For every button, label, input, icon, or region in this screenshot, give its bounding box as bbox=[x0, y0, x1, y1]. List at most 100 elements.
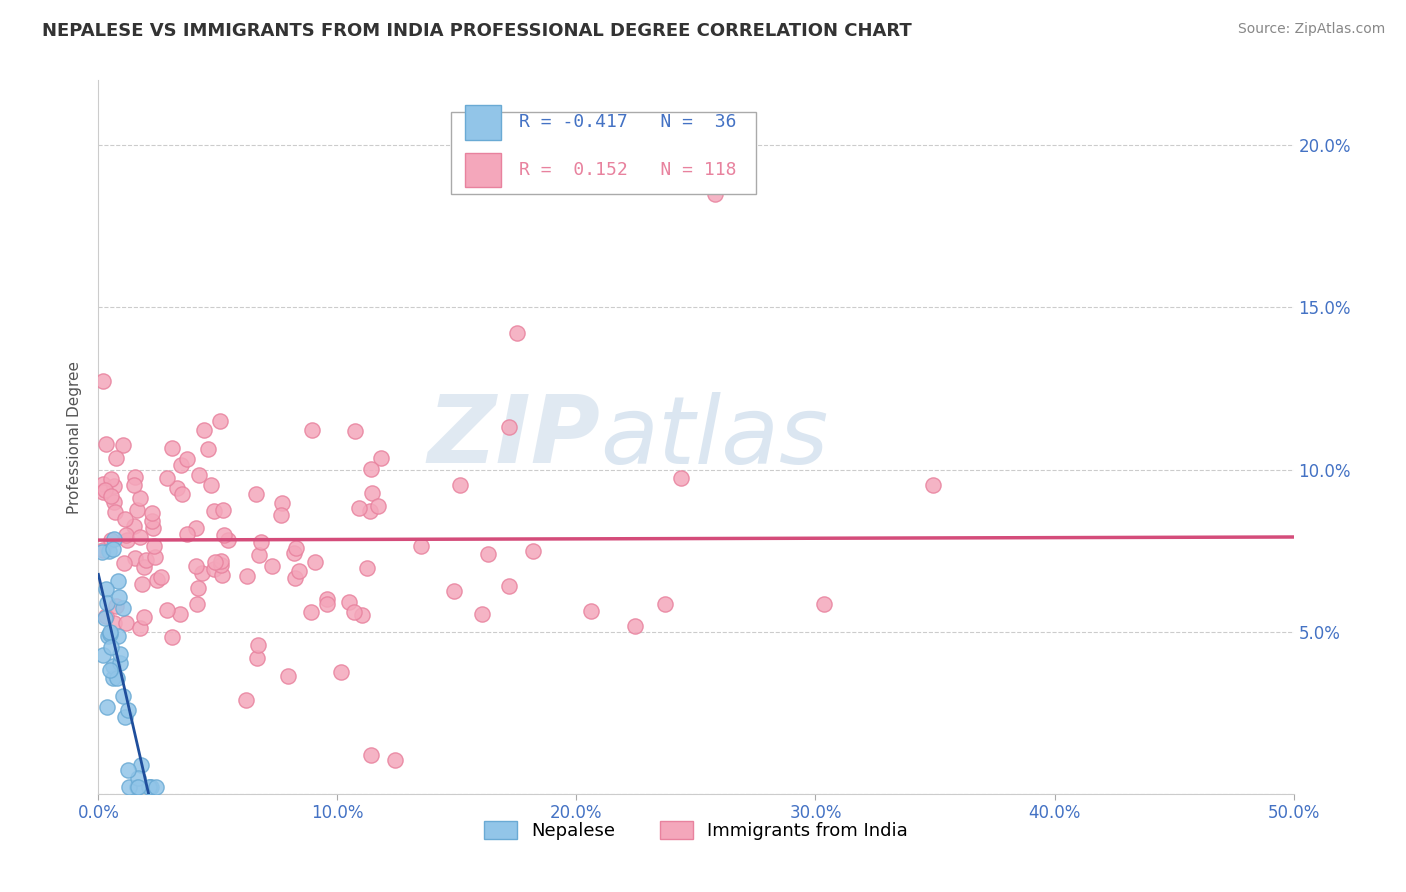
Point bbox=[411, 539, 433, 553]
Point bbox=[315, 597, 337, 611]
Point bbox=[127, 771, 149, 785]
Point bbox=[200, 478, 222, 492]
Point bbox=[337, 595, 360, 609]
Point bbox=[359, 503, 381, 517]
Point bbox=[142, 539, 165, 553]
Point bbox=[283, 546, 305, 560]
Point bbox=[145, 574, 167, 588]
Point bbox=[96, 596, 118, 610]
Point bbox=[160, 441, 183, 455]
Point bbox=[111, 438, 134, 452]
Point bbox=[155, 603, 177, 617]
Point bbox=[330, 665, 353, 679]
Point bbox=[101, 672, 124, 686]
Point bbox=[270, 508, 292, 522]
Point bbox=[110, 647, 132, 661]
Point bbox=[107, 629, 129, 643]
Point bbox=[100, 640, 122, 654]
Point bbox=[96, 609, 118, 624]
Point bbox=[128, 621, 150, 635]
Point bbox=[103, 479, 125, 493]
Text: R =  0.152   N = 118: R = 0.152 N = 118 bbox=[519, 161, 737, 179]
Point bbox=[211, 568, 233, 582]
Point bbox=[922, 478, 945, 492]
Point bbox=[235, 569, 257, 583]
Point bbox=[104, 505, 127, 519]
Point bbox=[94, 582, 117, 596]
Point bbox=[356, 560, 378, 574]
Point bbox=[813, 597, 835, 611]
Point bbox=[235, 692, 257, 706]
Point bbox=[498, 419, 520, 434]
Point bbox=[91, 543, 114, 558]
Point bbox=[471, 607, 494, 621]
Point bbox=[343, 605, 366, 619]
Point bbox=[301, 423, 323, 437]
Point bbox=[208, 414, 231, 428]
Point bbox=[103, 615, 125, 630]
Point bbox=[91, 484, 114, 499]
Point bbox=[127, 502, 149, 516]
Text: NEPALESE VS IMMIGRANTS FROM INDIA PROFESSIONAL DEGREE CORRELATION CHART: NEPALESE VS IMMIGRANTS FROM INDIA PROFES… bbox=[42, 22, 912, 40]
Point bbox=[184, 559, 207, 574]
Point bbox=[115, 533, 138, 548]
Point bbox=[101, 542, 124, 557]
Point bbox=[176, 451, 198, 466]
Point bbox=[477, 547, 499, 561]
Point bbox=[124, 550, 146, 565]
Point bbox=[315, 592, 337, 607]
Point bbox=[129, 491, 152, 506]
Point bbox=[117, 702, 139, 716]
Point bbox=[260, 558, 283, 573]
Point bbox=[202, 504, 225, 518]
Point bbox=[247, 548, 270, 562]
Point bbox=[249, 535, 271, 549]
Point bbox=[115, 615, 138, 630]
Point bbox=[449, 478, 471, 492]
Point bbox=[212, 528, 235, 542]
Point bbox=[100, 533, 122, 547]
Point bbox=[91, 375, 114, 389]
Point bbox=[101, 659, 124, 673]
Point bbox=[112, 557, 135, 571]
Text: R = -0.417   N =  36: R = -0.417 N = 36 bbox=[519, 113, 737, 131]
Point bbox=[124, 470, 146, 484]
Point bbox=[347, 500, 370, 515]
Point bbox=[284, 571, 307, 585]
Point bbox=[246, 650, 269, 665]
Point bbox=[131, 757, 153, 772]
Point bbox=[217, 533, 239, 547]
Point bbox=[139, 780, 162, 795]
Point bbox=[160, 630, 183, 644]
Point bbox=[187, 582, 209, 596]
Point bbox=[98, 625, 121, 640]
Point bbox=[139, 780, 162, 795]
Point bbox=[138, 780, 160, 795]
Point bbox=[104, 599, 127, 613]
Point bbox=[669, 471, 692, 485]
Point bbox=[103, 532, 125, 546]
Point bbox=[197, 442, 219, 457]
Point bbox=[91, 544, 114, 558]
Point bbox=[170, 486, 193, 500]
Point bbox=[97, 543, 120, 558]
Point bbox=[100, 472, 122, 486]
Point bbox=[114, 511, 136, 525]
Point bbox=[125, 780, 148, 795]
FancyBboxPatch shape bbox=[451, 112, 756, 194]
Point bbox=[94, 437, 117, 451]
Point bbox=[245, 487, 267, 501]
Point bbox=[135, 553, 157, 567]
Point bbox=[443, 583, 465, 598]
Point bbox=[623, 619, 645, 633]
Point bbox=[176, 527, 198, 541]
Point bbox=[94, 611, 117, 625]
Point bbox=[579, 604, 602, 618]
Point bbox=[143, 549, 166, 564]
Point bbox=[188, 468, 211, 483]
Point bbox=[212, 503, 235, 517]
Point bbox=[343, 424, 366, 438]
Point bbox=[93, 648, 115, 662]
Point bbox=[122, 518, 145, 533]
Point bbox=[100, 489, 122, 503]
